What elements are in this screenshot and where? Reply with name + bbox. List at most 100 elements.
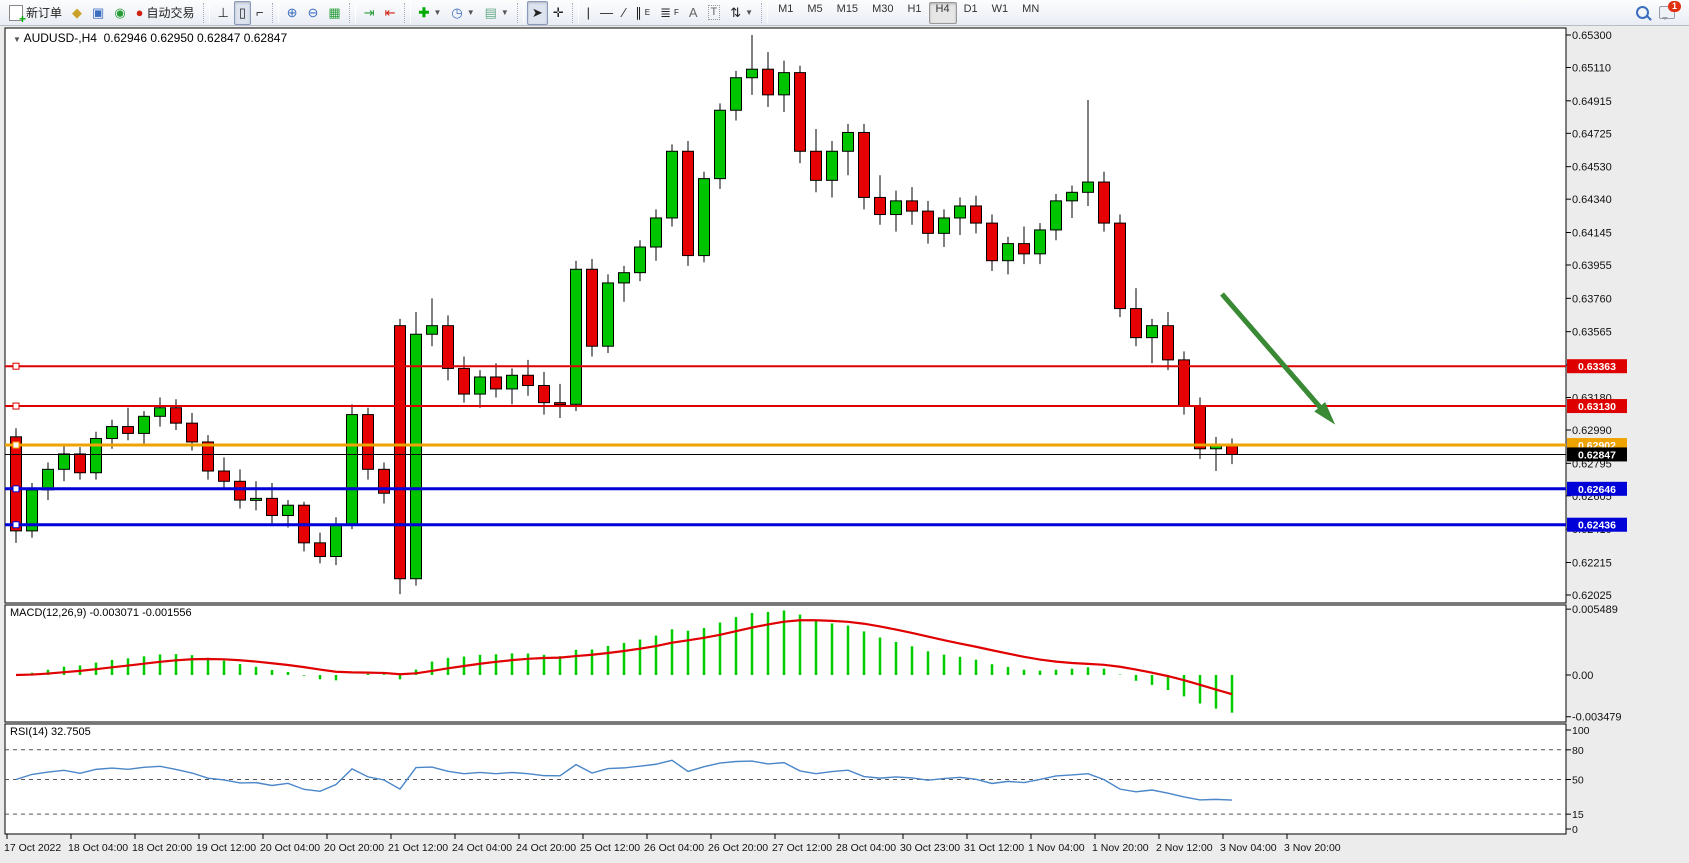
template-icon: ▤ [484,5,497,20]
charts-menu-button[interactable]: ◆ [67,1,87,25]
svg-text:0.63130: 0.63130 [1578,401,1616,413]
template-button[interactable]: ▤ ▼ [480,1,514,25]
price-axis[interactable]: 0.65300 0.65110 0.64915 0.64725 0.64530 0.643… [1566,30,1612,602]
svg-text:0.63363: 0.63363 [1578,361,1616,373]
bar-chart-button[interactable]: ⊥ [213,1,234,25]
timeframe-button-mn[interactable]: MN [1022,2,1040,15]
vertical-line-icon: | [586,5,591,20]
notifications-icon[interactable]: 1 [1659,1,1681,20]
svg-text:0.64340: 0.64340 [1572,194,1612,206]
zoom-in-icon: ⊕ [286,5,298,20]
text-label-button[interactable]: T [703,1,726,25]
zoom-out-button[interactable]: ⊖ [303,1,324,25]
channel-icon: ∥ [635,5,642,20]
line-chart-button[interactable]: ⌐ [251,1,269,25]
svg-text:0.65110: 0.65110 [1572,62,1611,74]
svg-text:0.62436: 0.62436 [1578,520,1616,532]
market-watch-icon: ▣ [92,5,105,20]
arrows-button[interactable]: ⇅ ▼ [725,1,758,25]
svg-text:0.62990: 0.62990 [1572,425,1612,437]
svg-text:1 Nov 04:00: 1 Nov 04:00 [1028,842,1085,854]
cursor-button[interactable]: ➤ [526,0,548,25]
symbol-dropdown-icon[interactable]: ▼ [13,35,21,44]
svg-text:18 Oct 20:00: 18 Oct 20:00 [132,842,192,854]
timeframe-button-m5[interactable]: M5 [807,2,823,15]
period-button[interactable]: ◷ ▼ [446,1,479,25]
new-order-button[interactable]: 新订单 [4,1,67,25]
svg-text:-0.003479: -0.003479 [1572,712,1622,724]
add-indicator-icon: ✚ [418,5,430,20]
market-watch-button[interactable]: ▣ [87,1,109,25]
main-toolbar: 新订单 ◆ ▣ ◉ ● 自动交易 ⊥ ▯ ⌐ ⊕ ⊖ ▦ ⇥ ⇤ ✚▼ ◷▼ ▤… [0,0,1689,26]
svg-text:26 Oct 04:00: 26 Oct 04:00 [644,842,704,854]
svg-text:0.62646: 0.62646 [1578,484,1616,496]
candlestick-chart-button[interactable]: ▯ [233,0,252,25]
tile-windows-icon: ▦ [328,5,341,20]
horizontal-line-button[interactable]: — [595,1,618,25]
toolbar-separator [761,2,769,23]
toolbar-separator [271,2,279,23]
candlestick-icon: ▯ [238,5,247,20]
fibonacci-button[interactable]: ≣ F [655,1,684,25]
timeframe-button-h4[interactable]: H4 [928,1,957,24]
channel-sub-icon: E [644,8,651,17]
chart-canvas[interactable]: 0.65300 0.65110 0.64915 0.64725 0.64530 0.643… [0,26,1689,858]
svg-text:50: 50 [1572,775,1584,787]
navigator-button[interactable]: ◉ [109,1,130,25]
zoom-in-button[interactable]: ⊕ [282,1,303,25]
timeframe-button-w1[interactable]: W1 [991,2,1009,15]
text-label-icon: T [707,5,721,20]
autotrading-button[interactable]: ● 自动交易 [131,1,200,25]
navigator-icon: ◉ [114,5,126,20]
svg-text:0.64145: 0.64145 [1572,227,1612,239]
channel-button[interactable]: ∥ E [630,1,655,25]
timeframe-button-h1[interactable]: H1 [907,2,922,15]
svg-text:30 Oct 23:00: 30 Oct 23:00 [900,842,960,854]
svg-text:0.63955: 0.63955 [1572,260,1612,272]
charts-icon: ◆ [72,5,83,20]
notification-badge: 1 [1667,1,1681,12]
time-axis[interactable]: 17 Oct 2022 18 Oct 04:00 18 Oct 20:00 19 Oc… [4,834,1341,854]
horizontal-line-icon: — [600,5,614,20]
svg-text:0.005489: 0.005489 [1572,604,1618,616]
svg-text:2 Nov 12:00: 2 Nov 12:00 [1156,842,1213,854]
svg-text:24 Oct 04:00: 24 Oct 04:00 [452,842,512,854]
svg-text:1 Nov 20:00: 1 Nov 20:00 [1092,842,1149,854]
rsi-indicator-label: RSI(14) 32.7505 [10,726,91,738]
horizontal-lines-layer[interactable]: 0.633630.631300.629020.628470.626460.624… [5,359,1627,532]
chart-shift-button[interactable]: ⇤ [380,1,401,25]
chart-window: ▼ AUDUSD-,H4 0.62946 0.62950 0.62847 0.6… [0,26,1689,858]
tile-windows-button[interactable]: ▦ [323,1,345,25]
timeframe-button-m30[interactable]: M30 [872,2,894,15]
toolbar-separator [348,2,356,23]
zoom-out-icon: ⊖ [307,5,319,20]
timeframe-button-d1[interactable]: D1 [963,2,978,15]
svg-text:3 Nov 20:00: 3 Nov 20:00 [1284,842,1341,854]
toolbar-separator [403,2,411,23]
svg-text:18 Oct 04:00: 18 Oct 04:00 [68,842,128,854]
trendline-button[interactable]: ∕ [618,1,630,25]
timeframe-button-m15[interactable]: M15 [836,2,859,15]
svg-text:24 Oct 20:00: 24 Oct 20:00 [516,842,576,854]
svg-text:0.62215: 0.62215 [1572,558,1612,570]
svg-text:80: 80 [1572,745,1584,757]
auto-scroll-button[interactable]: ⇥ [359,1,380,25]
toolbar-separator [202,2,210,23]
search-icon[interactable] [1636,6,1649,19]
dropdown-arrow-icon: ▼ [433,8,442,17]
add-indicator-button[interactable]: ✚ ▼ [414,1,447,25]
timeframe-button-m1[interactable]: M1 [778,2,794,15]
dropdown-arrow-icon: ▼ [500,8,509,17]
dropdown-arrow-icon: ▼ [466,8,475,17]
svg-text:100: 100 [1572,725,1590,737]
rsi-pane-layer: 100 80 50 15 0 [5,725,1590,836]
svg-text:0.00: 0.00 [1572,670,1593,682]
svg-text:3 Nov 04:00: 3 Nov 04:00 [1220,842,1277,854]
crosshair-button[interactable]: ✛ [548,1,569,25]
macd-indicator-label: MACD(12,26,9) -0.003071 -0.001556 [10,607,192,619]
text-button[interactable]: A [684,1,703,25]
chart-shift-icon: ⇤ [384,5,396,20]
toolbar-separator [516,2,524,23]
vertical-line-button[interactable]: | [582,1,595,25]
trend-arrow-annotation[interactable] [1220,292,1336,425]
